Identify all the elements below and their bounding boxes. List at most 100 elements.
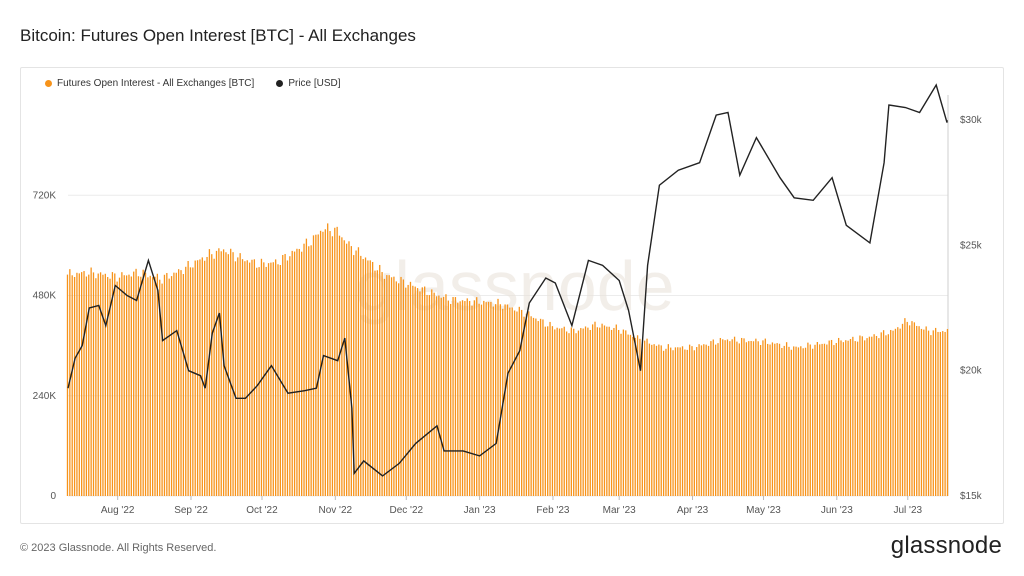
oi-bar <box>168 278 170 496</box>
oi-bar <box>591 324 594 496</box>
oi-bar <box>185 266 187 496</box>
oi-bar <box>159 279 161 496</box>
oi-bar <box>580 328 582 496</box>
oi-bar <box>551 326 554 496</box>
oi-bar <box>606 326 608 496</box>
oi-bar <box>892 330 894 496</box>
oi-bar <box>412 285 414 496</box>
oi-bar <box>135 268 137 496</box>
oi-bar <box>405 287 407 496</box>
oi-bar <box>376 270 379 496</box>
oi-bar <box>795 346 797 496</box>
oi-bar <box>208 249 211 496</box>
oi-bar <box>426 294 428 496</box>
oi-bar <box>809 344 811 496</box>
x-tick-label-1: Sep '22 <box>174 505 208 516</box>
oi-bar <box>485 302 487 496</box>
oi-bar <box>277 264 279 496</box>
oi-bar <box>603 325 606 496</box>
oi-bar <box>225 252 227 496</box>
oi-bar <box>104 273 106 496</box>
oi-bar <box>296 248 298 496</box>
oi-bar <box>282 255 284 496</box>
oi-bar <box>476 297 478 496</box>
oi-bar <box>161 283 163 496</box>
x-tick-label-3: Nov '22 <box>319 505 353 516</box>
oi-bar <box>814 344 816 496</box>
y-left-tick-label-1: 240K <box>33 391 57 402</box>
oi-bar <box>549 321 551 496</box>
oi-bar <box>327 223 329 496</box>
oi-bar <box>407 284 409 496</box>
oi-bar <box>738 343 740 496</box>
oi-bar <box>530 316 532 496</box>
legend-item-open-interest[interactable]: Futures Open Interest - All Exchanges [B… <box>45 78 254 89</box>
oi-bar <box>516 311 518 496</box>
oi-bar <box>790 349 792 496</box>
oi-bar <box>170 276 173 496</box>
oi-bar <box>345 243 348 496</box>
oi-bar <box>192 267 194 496</box>
oi-bar <box>577 330 580 496</box>
oi-bar <box>350 246 352 496</box>
x-tick-label-2: Oct '22 <box>246 505 278 516</box>
oi-bar <box>118 277 121 496</box>
oi-bar <box>272 262 274 496</box>
oi-bar <box>934 327 937 496</box>
oi-bar <box>686 349 688 496</box>
oi-bar <box>230 248 232 496</box>
oi-bar <box>755 338 757 496</box>
oi-bar <box>239 253 241 496</box>
oi-bar <box>646 338 648 496</box>
oi-bar <box>66 274 69 496</box>
oi-bar <box>355 250 357 496</box>
oi-bar <box>454 297 457 496</box>
oi-bar <box>854 341 856 496</box>
oi-bar <box>573 328 575 496</box>
oi-bar <box>364 257 367 496</box>
oi-bar <box>563 326 565 496</box>
x-tick-label-0: Aug '22 <box>101 505 135 516</box>
oi-bar <box>939 331 942 496</box>
oi-bar <box>187 261 189 496</box>
oi-bar <box>494 304 497 496</box>
oi-bar <box>506 304 509 496</box>
oi-bar <box>265 266 267 496</box>
oi-bar <box>414 286 416 496</box>
oi-bar <box>137 276 140 496</box>
oi-bar <box>558 328 561 496</box>
oi-bar <box>724 340 726 496</box>
oi-bar <box>828 340 830 496</box>
oi-bar <box>937 331 939 496</box>
oi-bar <box>421 287 423 496</box>
oi-bar <box>859 335 861 496</box>
oi-bar <box>222 249 225 496</box>
oi-bar <box>315 234 317 496</box>
oi-bar <box>890 329 892 496</box>
oi-bar <box>667 344 669 496</box>
oi-bar <box>447 300 449 496</box>
oi-bar <box>942 331 944 496</box>
oi-bar <box>367 260 369 496</box>
oi-bar <box>880 332 882 496</box>
oi-bar <box>518 306 520 496</box>
oi-bar <box>274 259 277 496</box>
oi-bar <box>473 300 475 496</box>
oi-bar <box>284 253 286 496</box>
oi-bar <box>286 260 289 496</box>
oi-bar <box>544 326 546 496</box>
x-tick-label-9: May '23 <box>746 505 781 516</box>
oi-bar <box>149 275 151 496</box>
oi-bar <box>842 342 845 496</box>
oi-bar <box>428 295 431 496</box>
oi-bar <box>575 333 577 496</box>
oi-bar <box>76 272 78 496</box>
legend-item-price[interactable]: Price [USD] <box>276 78 341 89</box>
oi-bar <box>379 264 381 496</box>
oi-bar <box>241 259 244 496</box>
oi-bar <box>293 251 296 496</box>
oi-bar <box>213 258 215 496</box>
oi-bar <box>497 298 499 496</box>
oi-bar <box>107 277 109 496</box>
oi-bar <box>925 326 927 496</box>
